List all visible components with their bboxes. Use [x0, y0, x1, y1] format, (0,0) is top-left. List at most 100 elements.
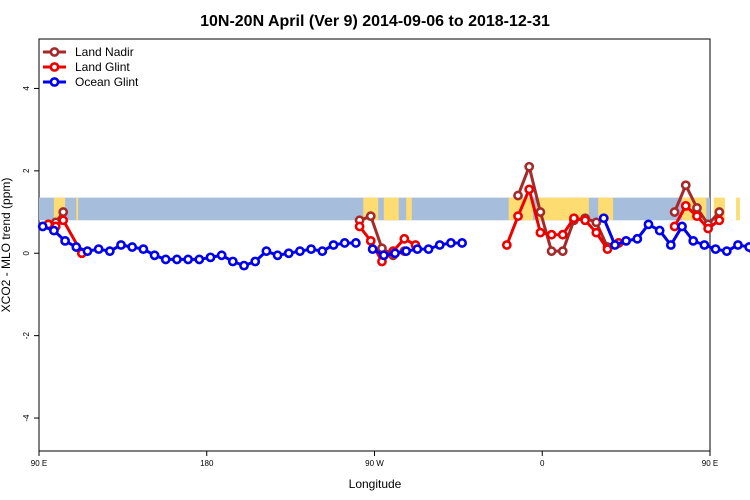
- data-point: [699, 240, 710, 250]
- data-point: [205, 252, 216, 263]
- map-land-patch: [736, 197, 740, 221]
- data-point: [598, 213, 609, 224]
- data-point: [643, 219, 654, 230]
- data-point: [546, 246, 557, 257]
- data-point: [569, 213, 579, 224]
- data-point: [513, 211, 523, 222]
- x-tick-label: 90 E: [702, 459, 718, 468]
- data-point: [261, 246, 272, 257]
- map-band: [39, 197, 740, 221]
- data-point: [317, 246, 328, 257]
- data-point: [390, 248, 400, 259]
- data-point: [350, 238, 361, 248]
- data-point: [721, 246, 732, 257]
- map-land-patch: [76, 197, 79, 221]
- data-point: [149, 250, 160, 261]
- y-axis-label: XCO2 - MLO trend (ppm): [0, 178, 13, 313]
- data-point: [714, 215, 725, 226]
- data-point: [399, 233, 410, 244]
- data-point: [339, 238, 350, 248]
- x-tick-label: 180: [200, 459, 214, 468]
- x-tick-label: 90 W: [365, 459, 384, 468]
- data-point: [127, 242, 138, 252]
- legend-marker: [49, 77, 60, 87]
- data-point: [365, 211, 376, 222]
- y-tick-label: 4: [22, 86, 31, 91]
- data-point: [194, 254, 205, 265]
- data-point: [401, 246, 412, 257]
- data-point: [677, 221, 687, 232]
- data-point: [138, 244, 149, 255]
- data-point: [160, 254, 171, 265]
- data-point: [513, 190, 523, 201]
- data-point: [250, 256, 261, 267]
- data-point: [692, 211, 702, 222]
- data-point: [295, 246, 305, 257]
- data-point: [328, 240, 339, 250]
- data-point: [602, 244, 613, 255]
- legend-label: Land Glint: [75, 60, 130, 74]
- data-point: [104, 246, 115, 257]
- data-point: [654, 225, 665, 236]
- data-point: [172, 254, 182, 265]
- data-point: [621, 235, 632, 246]
- data-point: [93, 244, 104, 255]
- data-point: [306, 244, 317, 255]
- series-line: [602, 217, 750, 253]
- data-point: [457, 238, 468, 248]
- data-point: [37, 221, 48, 232]
- data-point: [423, 244, 434, 255]
- data-point: [354, 221, 365, 232]
- data-point: [365, 235, 376, 246]
- legend-item: Land Nadir: [43, 45, 134, 59]
- data-point: [71, 242, 82, 252]
- series-layer: [37, 161, 750, 271]
- data-point: [669, 221, 680, 232]
- data-point: [710, 244, 721, 255]
- chart-title: 10N-20N April (Ver 9) 2014-09-06 to 2018…: [200, 13, 550, 30]
- x-tick-label: 0: [540, 459, 545, 468]
- y-axis: -4 -2 0 2 4: [22, 86, 39, 422]
- x-axis-label: Longitude: [349, 477, 402, 491]
- data-point: [680, 200, 691, 211]
- data-point: [524, 184, 535, 195]
- legend-label: Land Nadir: [75, 45, 134, 59]
- x-tick-label: 90 E: [31, 459, 47, 468]
- data-point: [665, 240, 676, 250]
- data-point: [60, 235, 70, 246]
- data-point: [591, 217, 602, 228]
- data-point: [378, 250, 389, 261]
- map-land-patch: [383, 197, 399, 221]
- series-ocean-glint: [37, 213, 750, 271]
- data-point: [183, 254, 194, 265]
- legend-item: Land Glint: [43, 60, 130, 74]
- data-point: [524, 161, 535, 172]
- data-point: [557, 229, 568, 240]
- data-point: [501, 240, 512, 250]
- data-point: [546, 229, 557, 240]
- data-point: [535, 227, 546, 238]
- data-point: [610, 240, 620, 250]
- data-point: [669, 207, 680, 217]
- data-point: [557, 246, 568, 257]
- data-point: [367, 244, 378, 255]
- y-tick-label: 0: [22, 250, 31, 255]
- data-point: [49, 225, 59, 236]
- y-tick-label: -2: [22, 332, 31, 340]
- data-point: [688, 235, 699, 246]
- data-point: [412, 244, 423, 255]
- data-point: [283, 248, 294, 259]
- series-line: [516, 165, 620, 253]
- y-tick-label: -4: [22, 414, 31, 422]
- data-point: [227, 256, 238, 267]
- data-point: [535, 207, 546, 217]
- data-point: [272, 250, 283, 261]
- data-point: [680, 180, 691, 191]
- data-point: [733, 240, 743, 250]
- data-point: [239, 260, 249, 271]
- legend-item: Ocean Glint: [43, 75, 139, 89]
- data-point: [434, 240, 445, 250]
- data-point: [632, 233, 643, 244]
